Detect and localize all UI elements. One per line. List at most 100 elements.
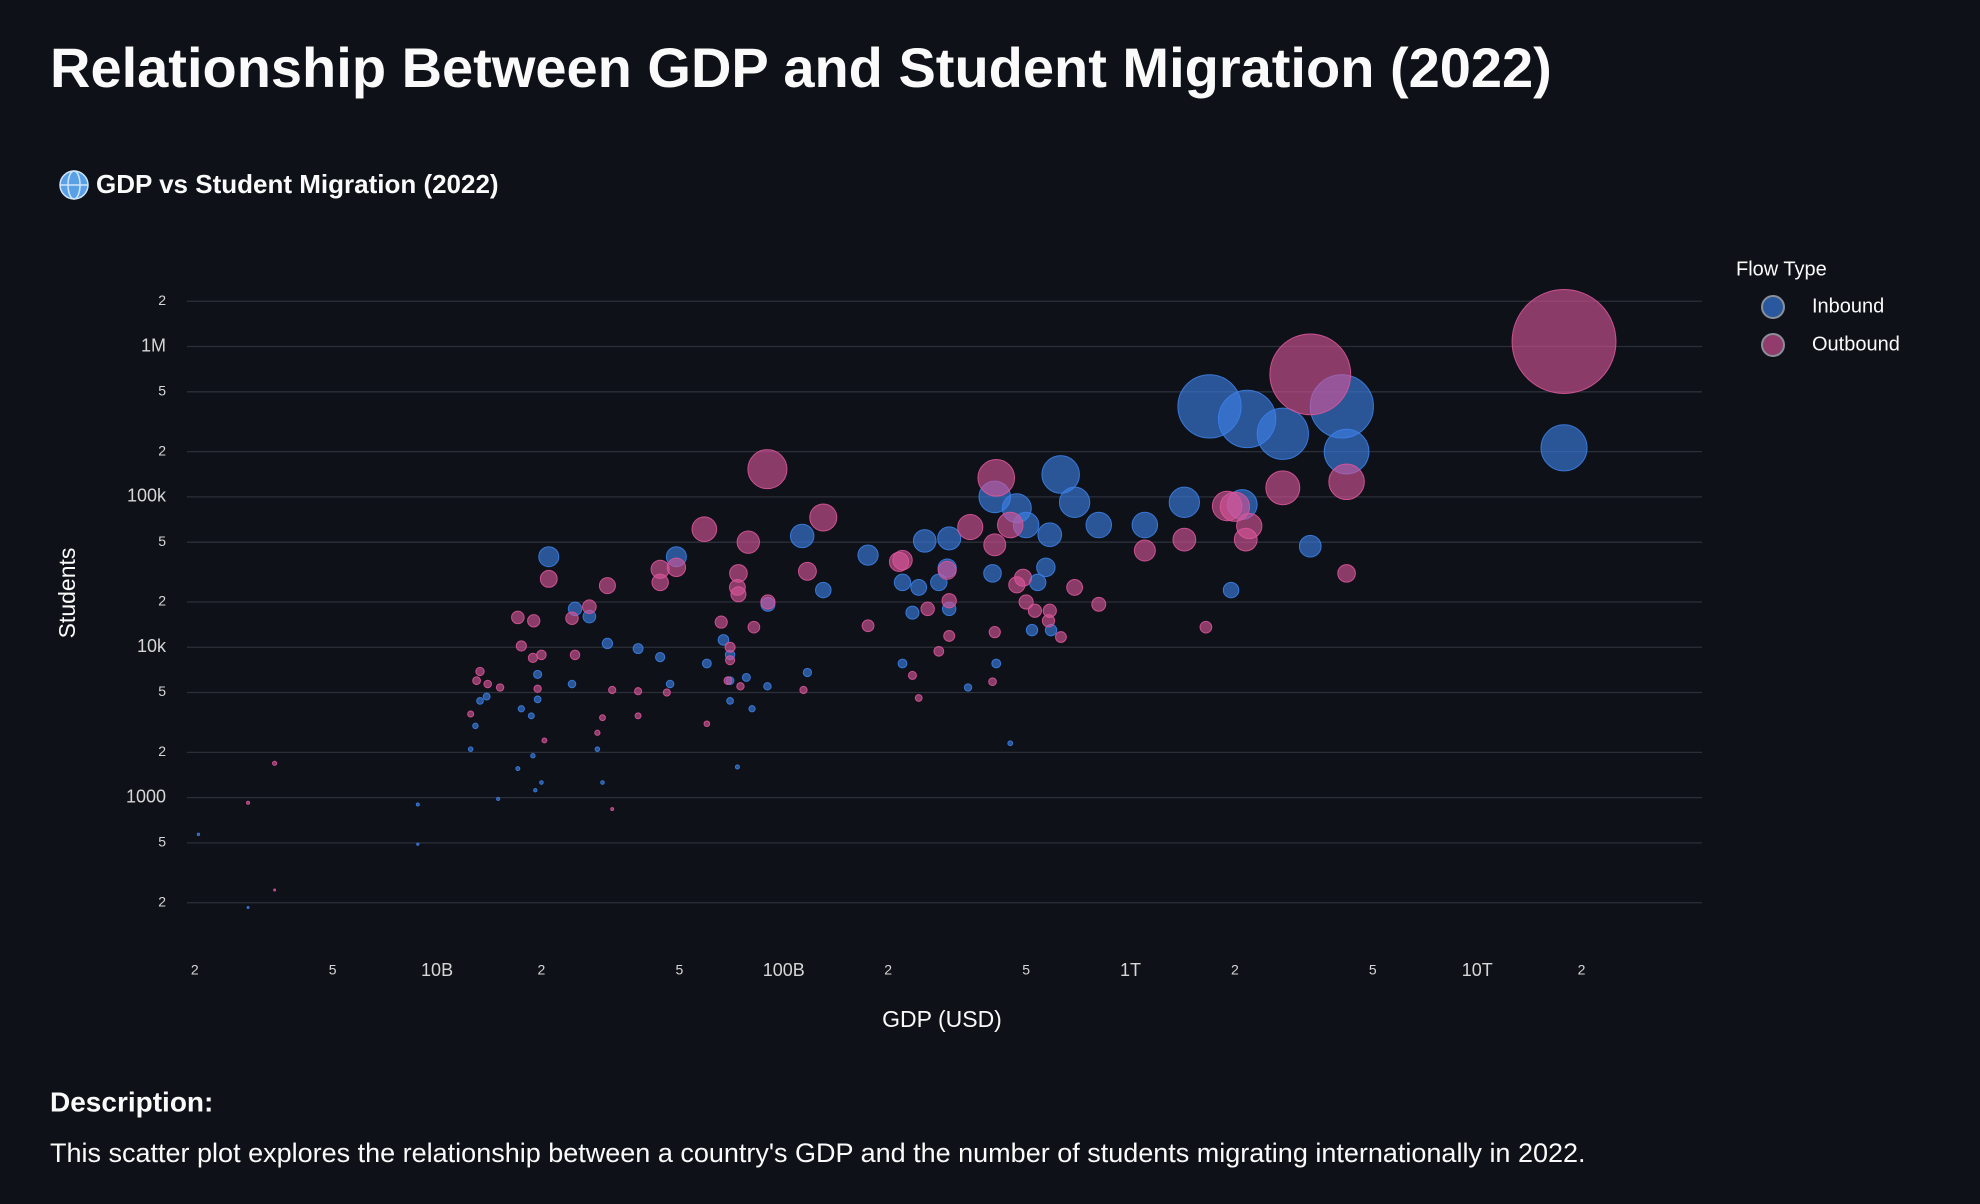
- description-heading: Description:: [50, 1086, 213, 1117]
- bubble: [536, 649, 547, 661]
- bubble: [714, 615, 728, 629]
- x-tick-label: 2: [538, 962, 546, 978]
- bubble: [736, 530, 760, 554]
- bubble: [634, 712, 642, 720]
- bubble: [888, 551, 910, 572]
- bubble: [941, 593, 957, 609]
- bubble: [1037, 522, 1063, 548]
- bubble: [893, 573, 912, 592]
- bubble: [723, 676, 733, 685]
- y-tick-label: 1000: [126, 786, 166, 806]
- bubble: [415, 802, 420, 807]
- bubble: [988, 626, 1001, 639]
- y-tick-label: 2: [158, 893, 166, 909]
- bubble: [1511, 289, 1617, 394]
- bubble: [517, 705, 525, 713]
- bubble: [857, 544, 879, 566]
- legend-title: Flow Type: [1736, 258, 1827, 280]
- bubble: [1041, 614, 1056, 628]
- bubble: [246, 800, 251, 805]
- legend-marker: [1761, 295, 1785, 319]
- bubble: [527, 614, 541, 628]
- bubble: [655, 651, 666, 663]
- bubble: [730, 586, 747, 603]
- bubble: [1233, 527, 1258, 552]
- bubble: [273, 888, 277, 892]
- bubble: [799, 685, 808, 695]
- bubble: [515, 766, 521, 772]
- y-tick-label: 5: [158, 382, 166, 398]
- bubble: [569, 649, 581, 661]
- series-0: [196, 374, 1588, 909]
- y-tick-label: 1M: [141, 335, 166, 355]
- bubble: [666, 557, 687, 578]
- y-tick-label: 2: [158, 442, 166, 458]
- x-tick-label: 2: [884, 962, 892, 978]
- bubble: [495, 683, 505, 692]
- bubble: [797, 561, 817, 581]
- bubble: [1027, 603, 1043, 618]
- bubble: [662, 688, 671, 697]
- bubble: [467, 710, 475, 718]
- bubble: [1256, 407, 1309, 460]
- bubble: [1091, 596, 1107, 612]
- bubble: [983, 533, 1007, 557]
- bubble: [963, 683, 973, 692]
- bubble: [734, 764, 740, 770]
- bubble: [467, 746, 474, 752]
- y-tick-label: 5: [158, 533, 166, 549]
- bubble: [1298, 534, 1322, 558]
- bubble: [196, 832, 201, 837]
- bubble: [937, 526, 962, 551]
- bubble: [1269, 333, 1352, 416]
- bubble: [988, 677, 997, 687]
- y-tick-label: 5: [158, 834, 166, 850]
- legend-label: Outbound: [1812, 333, 1900, 355]
- x-tick-label: 10T: [1462, 960, 1493, 980]
- bubble: [472, 676, 481, 685]
- bubble: [483, 679, 493, 689]
- x-tick-label: 5: [329, 962, 337, 978]
- bubble: [983, 564, 1002, 583]
- description-text: This scatter plot explores the relations…: [50, 1138, 1586, 1168]
- bubble: [802, 667, 813, 678]
- bubble: [515, 640, 527, 652]
- bubble: [1337, 564, 1356, 583]
- bubble: [533, 669, 543, 679]
- bubble: [1036, 557, 1056, 578]
- bubble: [910, 579, 928, 596]
- bubble: [1007, 740, 1014, 747]
- x-tick-label: 2: [1231, 962, 1239, 978]
- bubble: [539, 780, 544, 785]
- x-tick-label: 1T: [1120, 960, 1141, 980]
- x-tick-label: 2: [1578, 962, 1586, 978]
- bubble: [1058, 486, 1091, 519]
- bubble: [1041, 455, 1080, 494]
- bubble: [610, 807, 615, 811]
- y-tick-label: 2: [158, 743, 166, 759]
- bubble: [725, 655, 736, 666]
- bubble: [1018, 594, 1034, 610]
- x-tick-label: 10B: [421, 960, 453, 980]
- bubble: [747, 449, 788, 490]
- bubble: [1199, 620, 1213, 634]
- bubble: [747, 620, 761, 634]
- bubble: [598, 577, 616, 595]
- x-axis-title: GDP (USD): [882, 1006, 1002, 1032]
- bubble: [533, 684, 542, 693]
- bubble: [541, 737, 548, 744]
- bubble: [601, 637, 614, 650]
- globe-icon: [59, 170, 89, 200]
- x-tick-label: 5: [676, 962, 684, 978]
- bubble: [533, 695, 542, 704]
- bubble: [538, 546, 560, 568]
- bubble: [724, 641, 736, 653]
- bubble: [691, 516, 718, 543]
- chart-subtitle: GDP vs Student Migration (2022): [96, 169, 499, 199]
- bubble: [1131, 511, 1159, 539]
- bubble: [472, 722, 479, 730]
- bubble: [634, 687, 643, 696]
- bubble: [1085, 511, 1113, 539]
